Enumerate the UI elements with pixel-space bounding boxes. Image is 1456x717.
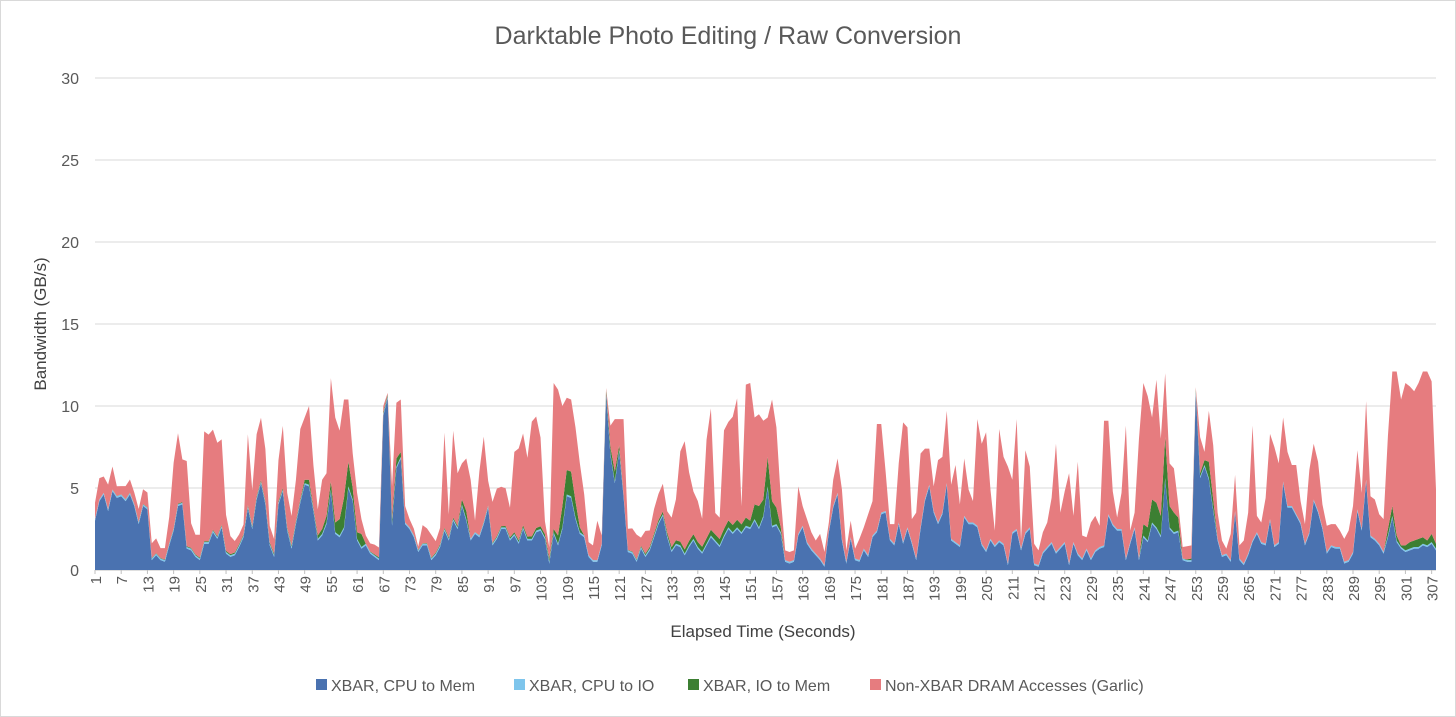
x-tick-label: 13 [140, 576, 157, 593]
x-tick-label: 127 [638, 576, 655, 601]
x-tick-label: 25 [193, 576, 210, 593]
x-tick-label: 271 [1267, 576, 1284, 601]
legend-item-xbar-cpu-to-io: XBAR, CPU to IO [514, 678, 654, 695]
area-xbar-cpu-to-mem [95, 392, 1436, 570]
x-tick-label: 211 [1005, 576, 1022, 600]
x-tick-label: 295 [1372, 576, 1389, 601]
x-tick-label: 169 [822, 576, 839, 601]
y-tick-label: 10 [61, 399, 79, 416]
x-tick-label: 193 [927, 576, 944, 601]
y-axis-label: Bandwidth (GB/s) [31, 257, 50, 390]
x-tick-label: 175 [848, 576, 865, 601]
area-non-xbar-dram-accesses-garlic [95, 371, 1436, 566]
x-tick-label: 241 [1136, 576, 1153, 601]
x-tick-label: 199 [953, 576, 970, 601]
y-tick-label: 20 [61, 235, 79, 252]
x-tick-label: 121 [612, 576, 629, 601]
x-tick-label: 157 [769, 576, 786, 601]
x-tick-label: 109 [560, 576, 577, 601]
x-tick-label: 259 [1215, 576, 1232, 601]
x-tick-label: 103 [534, 576, 551, 601]
x-tick-label: 67 [376, 576, 393, 593]
x-tick-label: 283 [1320, 576, 1337, 601]
y-tick-label: 30 [61, 71, 79, 88]
x-tick-label: 235 [1110, 576, 1127, 601]
x-tick-label: 253 [1189, 576, 1206, 601]
x-tick-label: 43 [272, 576, 289, 593]
y-tick-labels: 0 5 10 15 20 25 30 [61, 71, 79, 580]
x-tick-label: 151 [743, 576, 760, 601]
x-tick-label: 79 [429, 576, 446, 593]
legend-item-xbar-cpu-to-mem: XBAR, CPU to Mem [316, 678, 475, 695]
x-tick-label: 229 [1084, 576, 1101, 601]
x-tick-label: 187 [901, 576, 918, 601]
legend-label: XBAR, IO to Mem [703, 678, 830, 695]
y-tick-label: 15 [61, 317, 79, 334]
x-tick-label: 1 [88, 576, 105, 584]
x-tick-label: 37 [245, 576, 262, 593]
x-tick-label: 289 [1346, 576, 1363, 601]
x-tick-label: 91 [481, 576, 498, 593]
x-tick-label: 49 [298, 576, 315, 593]
x-tick-label: 307 [1425, 576, 1442, 601]
x-tick-label: 31 [219, 576, 236, 593]
x-tick-label: 85 [455, 576, 472, 593]
x-tick-label: 163 [796, 576, 813, 601]
legend-label: Non-XBAR DRAM Accesses (Garlic) [885, 678, 1144, 695]
x-tick-label: 73 [403, 576, 420, 593]
y-tick-label: 0 [70, 563, 79, 580]
legend-swatch [316, 679, 327, 690]
x-tick-label: 217 [1032, 576, 1049, 601]
x-tick-label: 247 [1163, 576, 1180, 601]
legend-item-non-xbar-dram-accesses-garlic: Non-XBAR DRAM Accesses (Garlic) [870, 678, 1144, 695]
x-tick-label: 277 [1294, 576, 1311, 601]
x-tick-label: 223 [1058, 576, 1075, 601]
legend: XBAR, CPU to Mem XBAR, CPU to IO XBAR, IO … [316, 678, 1144, 695]
legend-label: XBAR, CPU to IO [529, 678, 654, 695]
x-tick-label: 265 [1241, 576, 1258, 601]
x-tick-label: 139 [691, 576, 708, 601]
x-tick-label: 133 [665, 576, 682, 601]
series-areas [95, 371, 1436, 570]
x-tick-label: 301 [1398, 576, 1415, 601]
x-tick-labels: 1 7 13 19 25 31 37 43 49 55 61 67 73 79 85 91 97 103 109 11… [88, 570, 1442, 601]
x-tick-label: 97 [507, 576, 524, 593]
x-tick-label: 61 [350, 576, 367, 593]
legend-swatch [688, 679, 699, 690]
y-tick-label: 5 [70, 481, 79, 498]
x-tick-label: 205 [979, 576, 996, 601]
chart-title: Darktable Photo Editing / Raw Conversion [495, 22, 962, 50]
legend-swatch [870, 679, 881, 690]
x-tick-label: 19 [167, 576, 184, 593]
y-tick-label: 25 [61, 153, 79, 170]
x-tick-label: 7 [114, 576, 131, 584]
x-tick-label: 145 [717, 576, 734, 601]
legend-swatch [514, 679, 525, 690]
x-axis-label: Elapsed Time (Seconds) [670, 622, 855, 641]
x-tick-label: 55 [324, 576, 341, 593]
x-tick-label: 181 [874, 576, 891, 601]
legend-item-xbar-io-to-mem: XBAR, IO to Mem [688, 678, 830, 695]
legend-label: XBAR, CPU to Mem [331, 678, 475, 695]
x-tick-label: 115 [586, 576, 603, 600]
